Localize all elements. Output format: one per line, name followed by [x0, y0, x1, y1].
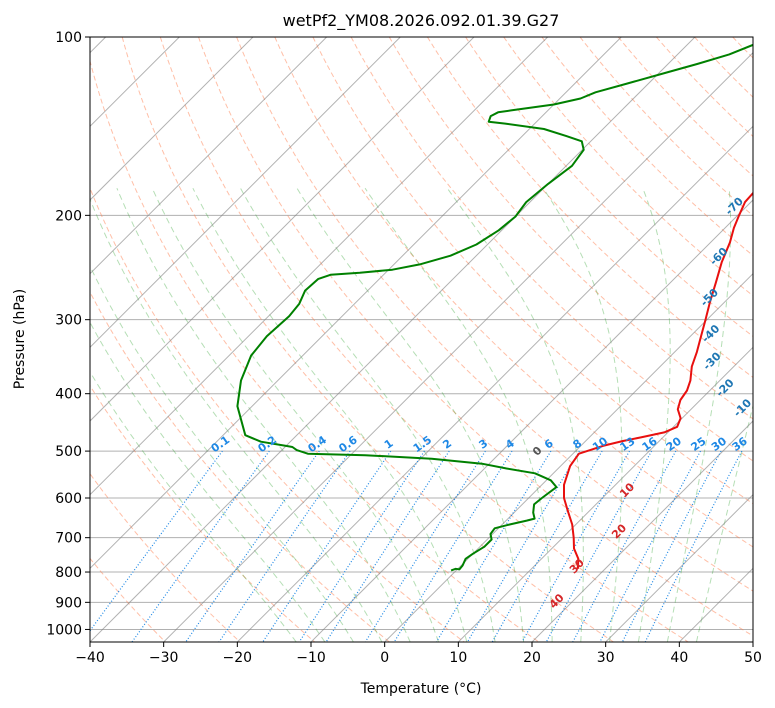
dry-adiabat-line: [90, 384, 316, 642]
x-tick-label: 40: [670, 650, 688, 666]
moist-adiabat-line: [542, 187, 623, 642]
isotherm-line: [457, 346, 753, 642]
x-tick-label: −30: [149, 650, 179, 666]
isotherm-line: [90, 37, 254, 201]
dry-adiabat-line: [426, 37, 753, 378]
x-tick-label: −40: [75, 650, 105, 666]
isotherm-line: [90, 37, 475, 422]
y-axis-label: Pressure (hPa): [12, 289, 28, 389]
dry-adiabat-line: [90, 291, 390, 642]
mixing-ratio-line: [435, 450, 552, 642]
y-tick-label: 400: [55, 387, 82, 403]
mixing-ratio-line: [599, 450, 702, 642]
moist-adiabat-line: [637, 188, 671, 642]
y-tick-label: 200: [55, 208, 82, 224]
chart-title: wetPf2_YM08.2026.092.01.39.G27: [283, 11, 560, 31]
x-tick-label: 30: [597, 650, 615, 666]
isotherm-line: [531, 420, 753, 642]
dewpoint-line: [236, 43, 753, 572]
x-tick-label: −20: [223, 650, 253, 666]
x-tick-label: 20: [523, 650, 541, 666]
isotherm-line: [90, 37, 549, 496]
sounding-curves: [236, 43, 753, 572]
isotherm-line: [90, 37, 328, 275]
dry-adiabat-line: [771, 37, 775, 642]
x-tick-label: 10: [449, 650, 467, 666]
moist-adiabats: [90, 187, 753, 642]
dry-adiabat-line: [198, 37, 753, 637]
dry-adiabat-line: [541, 37, 753, 257]
mixing-ratio-line: [621, 450, 722, 642]
mixing-ratio-lines: [90, 450, 743, 642]
dry-adiabat-line: [121, 37, 614, 642]
moist-adiabat-line: [90, 264, 354, 642]
mixing-ratio-line: [90, 450, 223, 632]
dry-adiabat-line: [159, 37, 689, 642]
moist-adiabat-line: [296, 187, 525, 642]
mixing-ratio-line: [521, 450, 631, 642]
x-tick-label: 50: [744, 650, 762, 666]
dry-adiabat-line: [503, 37, 753, 297]
x-axis-label: Temperature (°C): [360, 681, 482, 697]
dry-adiabat-line: [617, 37, 753, 177]
pressure-grid: [90, 37, 753, 630]
temperature-line: [563, 191, 753, 569]
moist-adiabat-line: [151, 187, 439, 642]
dry-adiabat-line: [90, 472, 241, 642]
isotherm-line: [752, 641, 753, 642]
moist-adiabat-line: [90, 321, 326, 642]
mixing-ratio-line: [545, 450, 653, 642]
dry-adiabat-line: [388, 37, 753, 420]
isotherm-line: [310, 199, 753, 642]
dry-adiabat-line: [90, 186, 465, 642]
y-tick-label: 600: [55, 491, 82, 507]
dry-adiabat-line: [312, 37, 753, 505]
x-tick-label: 0: [380, 650, 389, 666]
moist-adiabat-line: [695, 403, 753, 642]
plot-frame: [89, 36, 754, 643]
dry-adiabat-line: [90, 59, 540, 642]
mixing-ratio-line: [491, 450, 603, 642]
mixing-ratio-line: [131, 450, 270, 642]
isotherm-line: [605, 493, 753, 642]
isotherm-line: [163, 51, 753, 642]
y-tick-label: 800: [55, 565, 82, 581]
isotherm-line: [384, 272, 753, 642]
dry-adiabats: [90, 37, 775, 642]
isotherm-line: [90, 37, 622, 570]
moist-adiabat-line: [192, 187, 468, 642]
x-tick-label: −10: [296, 650, 326, 666]
dry-adiabat-line: [274, 37, 753, 548]
x-axis-ticks: −40 −30 −20 −10 0 10 20 30 40 50: [75, 642, 762, 666]
isotherm-line: [90, 37, 696, 642]
mixing-ratio-line: [572, 450, 677, 642]
plot-area-background: [90, 37, 753, 642]
mixing-ratio-line: [466, 450, 580, 642]
isotherm-line: [236, 125, 753, 642]
isotherms: [90, 37, 753, 642]
y-tick-label: 1000: [46, 622, 82, 638]
y-axis-ticks: 100 200 300 400 500 600 700 800 900 1000: [46, 30, 90, 638]
y-tick-label: 700: [55, 531, 82, 547]
y-tick-label: 300: [55, 313, 82, 329]
y-tick-label: 500: [55, 444, 82, 460]
y-tick-label: 100: [55, 30, 82, 46]
y-tick-label: 900: [55, 595, 82, 611]
mixing-ratio-line: [298, 450, 425, 642]
isotherm-line: [90, 37, 401, 349]
moist-adiabat-line: [240, 187, 496, 642]
mixing-ratio-line: [325, 450, 450, 642]
moist-adiabat-line: [90, 197, 383, 642]
moist-adiabat-line: [666, 188, 732, 642]
moist-adiabat-line: [116, 188, 411, 642]
